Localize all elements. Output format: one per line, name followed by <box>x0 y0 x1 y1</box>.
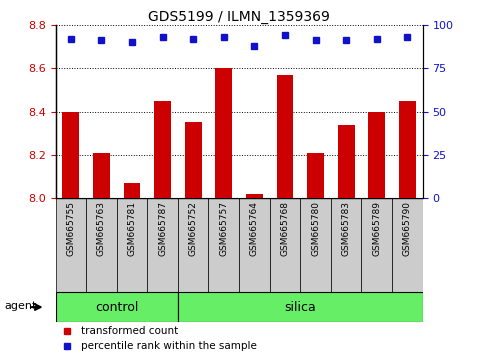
Text: GSM665763: GSM665763 <box>97 201 106 256</box>
Bar <box>300 198 331 292</box>
Text: silica: silica <box>284 301 316 314</box>
Bar <box>369 112 385 198</box>
Bar <box>215 68 232 198</box>
Text: agent: agent <box>4 301 37 310</box>
Text: control: control <box>95 301 139 314</box>
Text: GSM665757: GSM665757 <box>219 201 228 256</box>
Bar <box>392 198 423 292</box>
Bar <box>307 153 324 198</box>
Text: GSM665752: GSM665752 <box>189 201 198 256</box>
Text: GSM665755: GSM665755 <box>66 201 75 256</box>
Bar <box>124 183 141 198</box>
Bar <box>239 198 270 292</box>
Bar <box>246 194 263 198</box>
Bar <box>331 198 361 292</box>
Bar <box>147 198 178 292</box>
Bar <box>62 112 79 198</box>
Bar <box>209 198 239 292</box>
Text: GSM665764: GSM665764 <box>250 201 259 256</box>
Bar <box>338 125 355 198</box>
Text: GSM665789: GSM665789 <box>372 201 381 256</box>
Bar <box>56 198 86 292</box>
Bar <box>154 101 171 198</box>
Text: percentile rank within the sample: percentile rank within the sample <box>81 341 257 351</box>
Bar <box>361 198 392 292</box>
Bar <box>178 292 423 322</box>
Text: GSM665781: GSM665781 <box>128 201 137 256</box>
Text: transformed count: transformed count <box>81 326 179 336</box>
Text: GSM665790: GSM665790 <box>403 201 412 256</box>
Bar <box>178 198 209 292</box>
Bar <box>86 198 117 292</box>
Bar <box>399 101 416 198</box>
Bar <box>185 122 201 198</box>
Bar <box>277 75 293 198</box>
Bar <box>93 153 110 198</box>
Title: GDS5199 / ILMN_1359369: GDS5199 / ILMN_1359369 <box>148 10 330 24</box>
Text: GSM665783: GSM665783 <box>341 201 351 256</box>
Bar <box>56 292 178 322</box>
Bar <box>117 198 147 292</box>
Text: GSM665768: GSM665768 <box>281 201 289 256</box>
Text: GSM665780: GSM665780 <box>311 201 320 256</box>
Bar <box>270 198 300 292</box>
Text: GSM665787: GSM665787 <box>158 201 167 256</box>
